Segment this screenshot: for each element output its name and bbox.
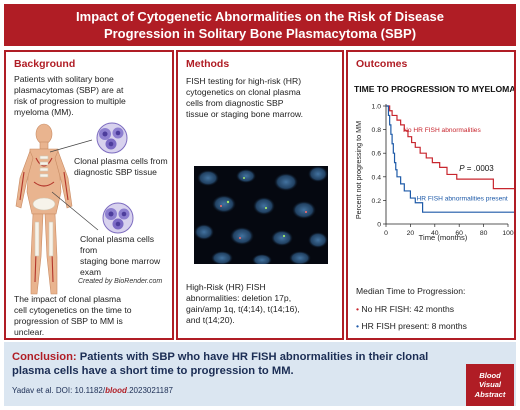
x-tick-label: 0 <box>384 230 388 237</box>
caption-line: diagnostic SBP tissue <box>74 167 157 177</box>
caption-bone-marrow: Clonal plasma cells from staging bone ma… <box>80 234 172 278</box>
background-intro-line: plasmacytomas (SBP) are at <box>14 85 124 95</box>
caption-line: staging bone marrow exam <box>80 256 161 277</box>
logo-line: Abstract <box>474 389 506 399</box>
human-anatomy-illustration <box>15 123 73 295</box>
background-intro-line: risk of progression to multiple <box>14 96 126 106</box>
x-tick-label: 80 <box>480 230 488 237</box>
caption-line: Clonal plasma cells from <box>80 234 155 255</box>
citation: Yadav et al. DOI: 10.1182/blood.20230211… <box>12 386 173 395</box>
clonal-plasma-cells-icon <box>96 122 128 154</box>
methods-intro-line: FISH testing for high-risk (HR) <box>186 76 302 86</box>
kaplan-meier-chart: TIME TO PROGRESSION TO MYELOMA Percent n… <box>354 84 514 242</box>
x-tick-label: 20 <box>407 230 415 237</box>
background-outro-line: The impact of clonal plasma <box>14 294 121 304</box>
series-line-no-hr <box>386 105 514 190</box>
y-tick-label: 1.0 <box>372 104 382 111</box>
conclusion-label: Conclusion: <box>12 351 77 363</box>
citation-suffix: .2023021187 <box>126 386 173 395</box>
x-axis-label: Time (months) <box>419 233 468 242</box>
methods-outro: High-Risk (HR) FISH abnormalities: delet… <box>186 282 300 326</box>
y-tick-label: 0 <box>377 222 381 229</box>
y-tick-label: 0.8 <box>372 127 382 134</box>
background-outro-line: unclear. <box>14 327 45 337</box>
outcomes-panel: Outcomes TIME TO PROGRESSION TO MYELOMA … <box>346 50 516 340</box>
methods-intro: FISH testing for high-risk (HR) cytogene… <box>186 76 303 120</box>
median-item-no-hr: • No HR FISH: 42 months <box>356 304 454 315</box>
methods-panel: Methods FISH testing for high-risk (HR) … <box>176 50 344 340</box>
background-intro: Patients with solitary bone plasmacytoma… <box>14 74 126 118</box>
y-axis-label: Percent not progressing to MM <box>354 121 363 219</box>
methods-intro-line: tissue or staging bone marrow. <box>186 109 304 119</box>
methods-outro-line: and t(14;20). <box>186 315 235 325</box>
conclusion-text: Conclusion: Patients with SBP who have H… <box>12 350 452 378</box>
chart-title: TIME TO PROGRESSION TO MYELOMA <box>354 84 514 94</box>
caption-diagnostic-tissue: Clonal plasma cells from diagnostic SBP … <box>74 156 168 178</box>
median-item-text: No HR FISH: 42 months <box>361 304 455 314</box>
series-line-hr <box>386 105 514 213</box>
pointer-lines <box>49 139 99 231</box>
y-tick-label: 0.2 <box>372 198 382 205</box>
title-line-1: Impact of Cytogenetic Abnormalities on t… <box>76 9 444 24</box>
p-value-symbol: P <box>459 164 465 173</box>
background-outro-line: cell cytogenetics on the time to <box>14 305 132 315</box>
background-panel: Background Patients with solitary bone p… <box>4 50 174 340</box>
background-outro-line: progression of SBP to MM is <box>14 316 123 326</box>
chart-axes: 0 0.2 0.4 0.6 0.8 1.0 0 20 40 60 80 100 <box>372 104 514 238</box>
background-heading: Background <box>14 58 76 70</box>
conclusion-bar: Conclusion: Patients with SBP who have H… <box>4 342 516 406</box>
methods-heading: Methods <box>186 58 230 70</box>
y-tick-label: 0.6 <box>372 151 382 158</box>
median-item-text: HR FISH present: 8 months <box>361 321 467 331</box>
p-value-annotation: P = .0003 <box>459 164 494 173</box>
title-banner: Impact of Cytogenetic Abnormalities on t… <box>4 4 516 46</box>
title-line-2: Progression in Solitary Bone Plasmacytom… <box>103 26 417 41</box>
x-tick-label: 60 <box>455 230 463 237</box>
x-tick-label: 100 <box>502 230 514 237</box>
methods-outro-line: abnormalities: deletion 17p, <box>186 293 292 303</box>
methods-outro-line: High-Risk (HR) FISH <box>186 282 266 292</box>
series-label-hr: HR FISH abnormalities present <box>417 195 508 202</box>
bullet: • <box>356 304 360 314</box>
logo-line: Visual <box>478 380 502 390</box>
background-intro-line: Patients with solitary bone <box>14 74 114 84</box>
bullet: • <box>356 321 360 331</box>
methods-intro-line: cells from diagnostic SBP <box>186 98 284 108</box>
citation-prefix: Yadav et al. DOI: 10.1182/ <box>12 386 106 395</box>
conclusion-body: Patients with SBP who have HR FISH abnor… <box>12 351 429 377</box>
methods-intro-line: cytogenetics on clonal plasma <box>186 87 301 97</box>
logo-line: Blood <box>479 370 501 380</box>
caption-line: Clonal plasma cells from <box>74 156 168 166</box>
biorender-credit: Created by BioRender.com <box>78 278 163 285</box>
background-intro-line: myeloma (MM). <box>14 107 74 117</box>
background-outro: The impact of clonal plasma cell cytogen… <box>14 294 132 338</box>
methods-outro-line: gain/amp 1q, t(4;14), t(14;16), <box>186 304 300 314</box>
blood-visual-abstract-logo: Blood Visual Abstract <box>466 364 514 406</box>
series-label-no-hr: No HR FISH abnormalities <box>403 127 481 134</box>
p-value-text: = .0003 <box>465 164 495 173</box>
median-item-hr: • HR FISH present: 8 months <box>356 321 467 332</box>
y-tick-label: 0.4 <box>372 174 382 181</box>
outcomes-heading: Outcomes <box>356 58 408 70</box>
clonal-plasma-cells-icon <box>102 202 134 234</box>
fish-microscopy-image <box>194 166 328 266</box>
x-tick-label: 40 <box>431 230 439 237</box>
median-heading: Median Time to Progression: <box>356 286 466 296</box>
chart-series <box>386 105 514 213</box>
citation-journal: blood <box>105 386 127 395</box>
